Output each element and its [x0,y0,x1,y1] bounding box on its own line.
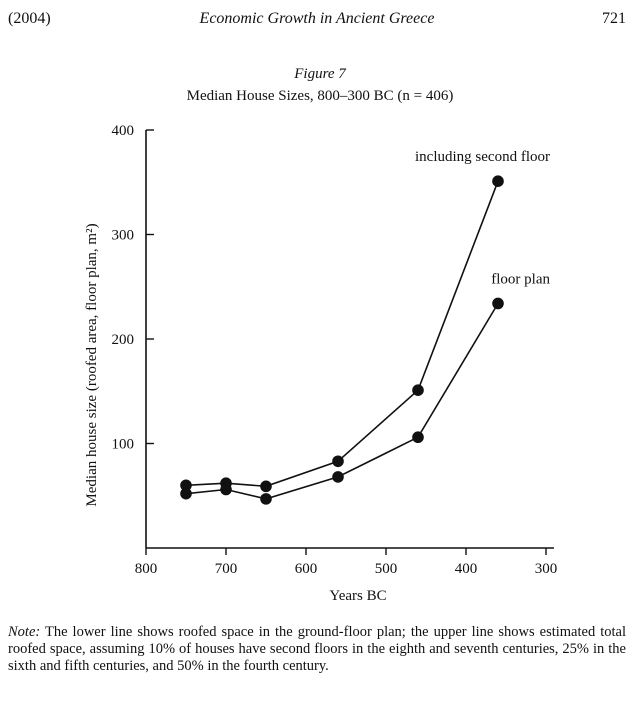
x-axis-label: Years BC [329,588,386,604]
x-tick-label: 300 [535,561,558,577]
y-axis-label: Median house size (roofed area, floor pl… [84,223,100,506]
figure-label: Figure 7 [294,66,346,82]
data-point [180,479,192,492]
x-tick-label: 500 [375,561,398,577]
y-tick-label: 300 [112,228,135,244]
x-tick-label: 700 [215,561,238,577]
data-point [412,384,424,397]
series-label: floor plan [491,271,550,287]
note-label: Note: [8,624,41,640]
data-point [180,487,192,500]
data-point [332,471,344,483]
y-tick-label: 400 [112,123,135,139]
data-point [412,431,424,444]
x-tick-label: 800 [135,561,158,577]
line-chart: 100 200 300 400 800 700 600 500 400 300 Years BC Me… [84,123,558,604]
data-point [492,175,504,188]
journal-year: (2004) [8,10,51,27]
x-tick-label: 600 [295,561,318,577]
data-point [220,483,232,496]
figure-title: Median House Sizes, 800–300 BC (n = 406) [186,88,454,104]
data-point [332,455,344,468]
x-tick-label: 400 [455,561,478,577]
note-text: The lower line shows roofed space in the… [8,624,626,674]
figure-note: Note: The lower line shows roofed space … [8,624,626,675]
running-head: (2004) Economic Growth in Ancient Greece… [8,10,626,34]
data-point [260,480,272,493]
series-label: including second floor [415,149,550,165]
data-point [492,297,504,310]
y-tick-label: 200 [112,332,135,348]
article-title: Economic Growth in Ancient Greece [199,10,435,27]
series-line-2 [185,303,499,500]
series-line-1 [185,180,499,488]
data-point [260,493,272,505]
y-tick-label: 100 [112,437,135,453]
page-number: 721 [602,10,626,27]
